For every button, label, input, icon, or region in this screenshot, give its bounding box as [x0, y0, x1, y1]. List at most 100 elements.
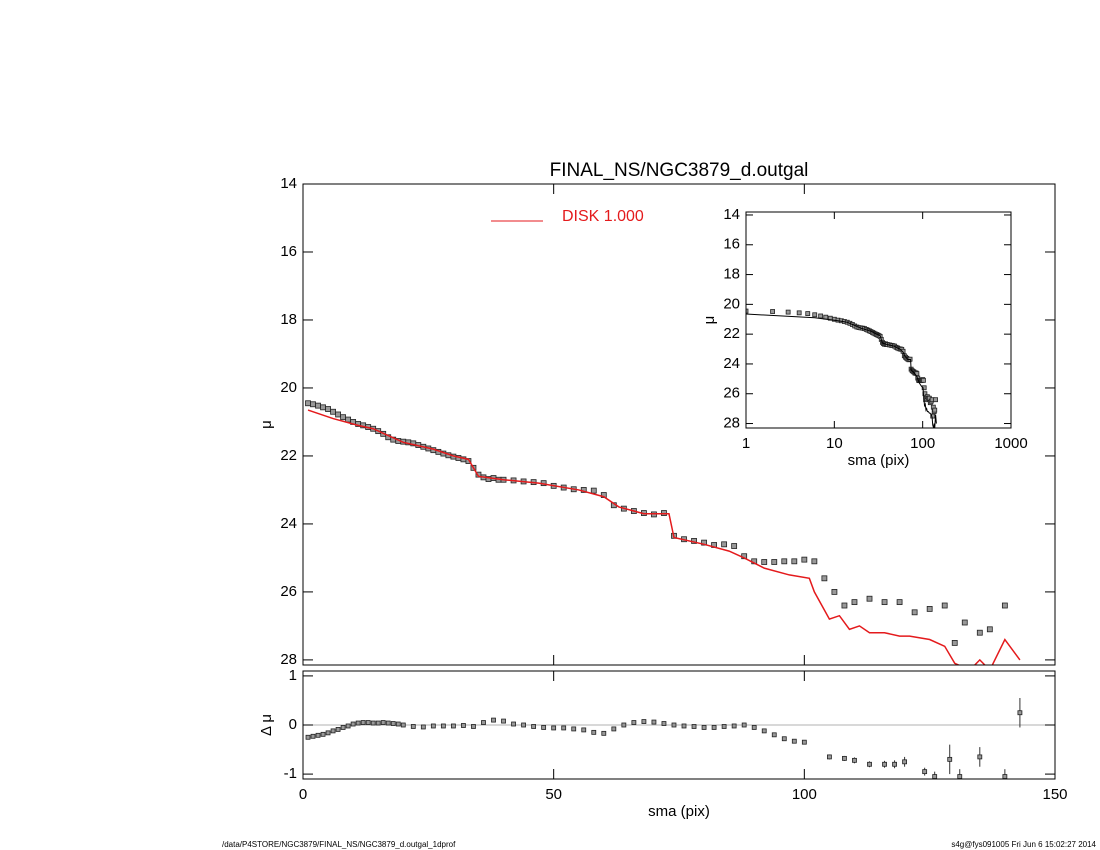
data-point [375, 720, 381, 726]
y-tick-label: 24 [280, 515, 297, 532]
data-point [882, 761, 887, 767]
data-point [827, 754, 832, 760]
data-point [781, 736, 787, 742]
data-point [481, 720, 486, 725]
data-point [921, 377, 926, 383]
data-point [430, 723, 436, 729]
data-point [471, 724, 476, 729]
data-point [310, 401, 316, 408]
data-point [511, 721, 516, 727]
x-tick-label: 100 [792, 786, 817, 803]
data-point [335, 411, 341, 418]
data-point [330, 728, 336, 734]
data-point [731, 543, 738, 549]
data-point [770, 309, 775, 314]
x-axis-label: sma (pix) [648, 803, 710, 820]
plot-frame [745, 211, 1012, 429]
data-point [611, 726, 617, 732]
model-line [746, 313, 937, 428]
data-point [851, 599, 858, 606]
data-point [305, 400, 311, 407]
data-point [852, 757, 857, 763]
y-tick-label: -1 [284, 765, 297, 782]
data-point [892, 761, 897, 767]
y-tick-label: 26 [280, 583, 297, 600]
data-point [335, 727, 341, 732]
data-point [791, 558, 798, 565]
data-point [881, 599, 888, 606]
data-point [641, 719, 647, 724]
data-point [781, 558, 788, 565]
plot-area [746, 308, 938, 428]
data-point [711, 725, 717, 730]
data-point [911, 609, 918, 616]
data-point [370, 720, 376, 726]
y-tick-label: 22 [723, 325, 740, 342]
data-point [661, 721, 667, 726]
data-point [551, 725, 557, 731]
data-point [501, 718, 506, 724]
data-point [691, 724, 697, 729]
data-point [866, 595, 873, 602]
x-tick-label: 1000 [994, 435, 1027, 452]
y-tick-label: 0 [289, 716, 297, 733]
data-point [395, 721, 401, 727]
y-axis-label: Δ μ [258, 714, 275, 736]
data-point [651, 719, 657, 725]
data-point [721, 724, 727, 729]
data-point [1002, 774, 1008, 779]
data-point [531, 724, 537, 729]
data-point [976, 629, 983, 636]
data-point [811, 558, 818, 565]
data-point [926, 606, 933, 612]
data-point [771, 559, 778, 565]
data-point [340, 725, 346, 730]
data-point [590, 487, 597, 494]
y-tick-label: 14 [280, 175, 297, 192]
data-point [671, 722, 677, 728]
data-point [465, 458, 472, 464]
data-point [761, 559, 768, 565]
legend-label: DISK 1.000 [562, 208, 644, 225]
data-point [410, 724, 416, 729]
data-point [986, 626, 993, 633]
data-point [746, 308, 749, 314]
data-point [461, 723, 466, 728]
data-point [701, 725, 707, 730]
data-point [561, 725, 567, 731]
data-point [340, 414, 347, 421]
data-point [581, 727, 587, 733]
data-point [450, 723, 456, 729]
data-point [902, 759, 907, 765]
data-point [345, 723, 351, 729]
data-point [751, 725, 757, 730]
data-point [821, 575, 828, 582]
data-point [315, 402, 321, 409]
data-point [921, 385, 927, 391]
data-point [785, 309, 791, 315]
data-point [541, 725, 547, 730]
y-tick-label: 26 [723, 385, 740, 402]
data-point [977, 754, 983, 760]
data-point [941, 602, 948, 609]
data-point [701, 539, 707, 546]
data-point [320, 404, 326, 411]
x-tick-label: 1 [742, 435, 750, 452]
data-point [801, 739, 807, 745]
data-point [932, 407, 938, 413]
y-tick-label: 20 [723, 295, 740, 312]
data-point [801, 556, 808, 563]
data-point [601, 730, 607, 736]
y-tick-label: 16 [280, 243, 297, 260]
data-point [631, 720, 637, 725]
data-point [841, 602, 848, 609]
data-point [591, 729, 597, 735]
data-point [930, 413, 936, 419]
data-point [365, 720, 371, 725]
y-tick-label: 14 [723, 206, 740, 223]
y-tick-label: 16 [723, 236, 740, 253]
data-point [571, 726, 577, 732]
data-point [947, 756, 953, 762]
y-axis-label: μ [258, 420, 275, 429]
